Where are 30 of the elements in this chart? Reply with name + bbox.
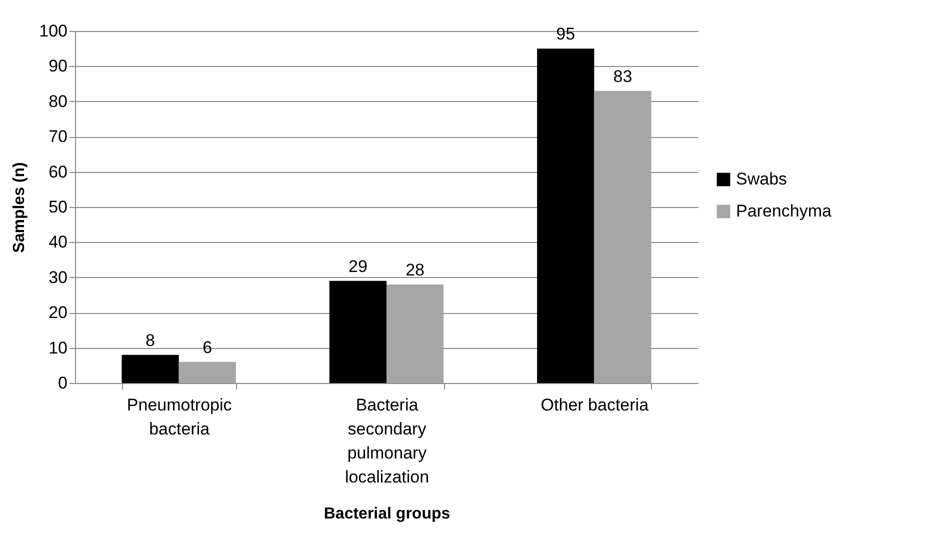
bar [537,48,594,383]
y-tick-label: 100 [39,22,68,40]
y-tick-label: 70 [48,127,68,146]
bar [329,280,386,383]
y-tick-label: 80 [48,92,68,111]
bar [122,354,179,383]
x-tick-label: Pneumotropic bacteria [126,396,232,438]
legend-label: Parenchyma [736,202,832,220]
data-label: 29 [348,256,368,276]
x-tick-label: Bacteria secondary pulmonary localization [344,396,430,486]
bar [178,362,236,383]
bar [386,284,444,383]
x-tick-label: Other bacteria [540,396,650,414]
data-label: 83 [613,66,632,86]
x-axis-title: Bacterial groups [324,506,450,522]
y-tick-label: 40 [48,232,68,252]
data-label: 28 [406,260,425,280]
y-tick-label: 50 [48,198,68,216]
y-tick-label: 30 [48,268,68,287]
data-label: 95 [556,24,576,44]
y-tick-label: 0 [58,374,68,392]
bar [594,90,652,383]
y-tick-label: 20 [48,303,68,322]
legend-label: Swabs [736,170,788,188]
y-axis-title: Samples (n) [11,162,28,253]
data-label: 8 [146,330,156,350]
data-label: 6 [202,338,212,357]
y-tick-label: 90 [48,56,68,76]
y-tick-label: 60 [48,162,68,182]
y-tick-label: 10 [48,338,68,358]
